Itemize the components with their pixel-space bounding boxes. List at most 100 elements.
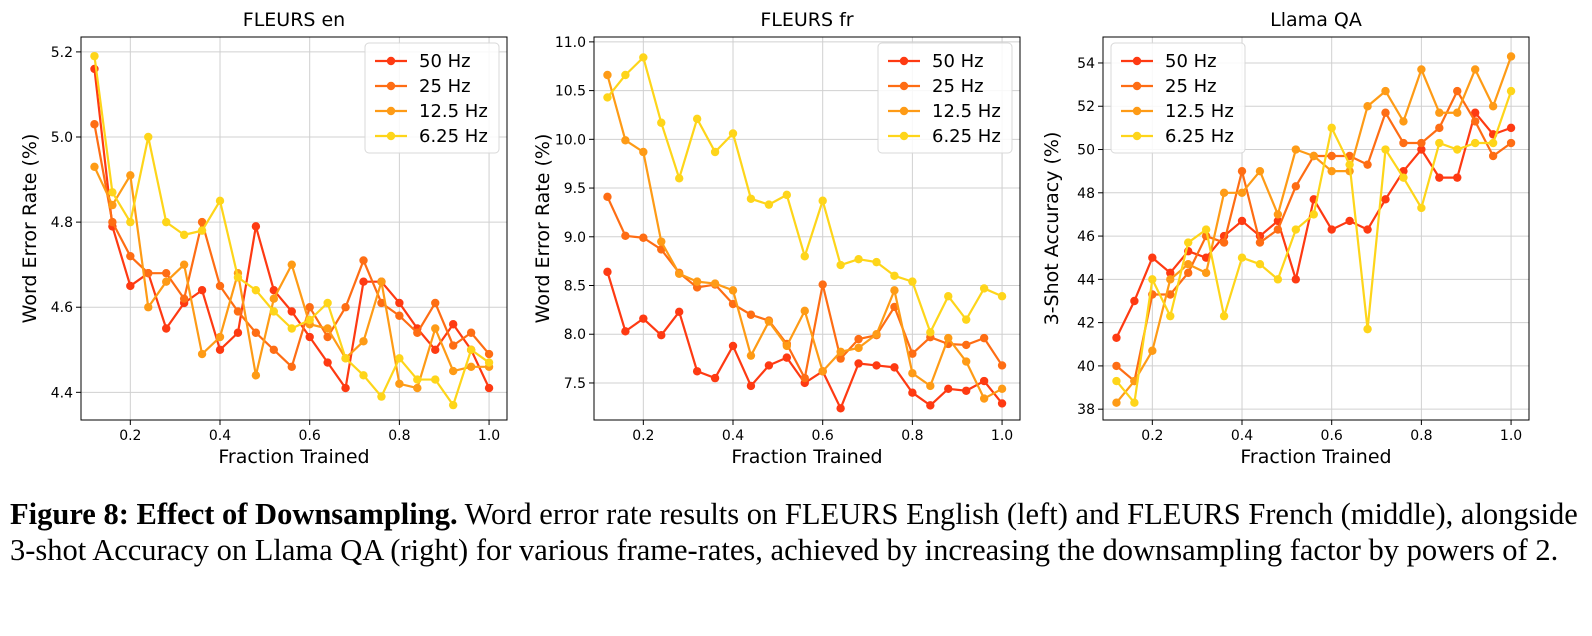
data-point bbox=[484, 358, 494, 367]
data-point bbox=[269, 294, 279, 303]
data-point bbox=[1309, 210, 1318, 219]
legend-label: 50 Hz bbox=[932, 51, 984, 72]
caption-text: Word error rate results on FLEURS Englis… bbox=[10, 497, 1578, 567]
data-point bbox=[1327, 166, 1336, 176]
data-point bbox=[1237, 188, 1247, 197]
data-point bbox=[1488, 151, 1498, 161]
data-point bbox=[961, 357, 971, 366]
data-point bbox=[341, 383, 350, 393]
data-point bbox=[603, 192, 612, 202]
data-point bbox=[269, 307, 279, 316]
data-point bbox=[287, 260, 296, 269]
data-point bbox=[872, 361, 881, 370]
data-point bbox=[854, 334, 863, 344]
data-point bbox=[1363, 102, 1372, 111]
data-point bbox=[1417, 65, 1426, 74]
x-tick-label: 0.8 bbox=[901, 428, 923, 444]
data-point bbox=[639, 233, 648, 242]
data-point bbox=[890, 363, 899, 372]
legend-marker bbox=[386, 106, 396, 116]
data-point bbox=[800, 252, 809, 261]
data-point bbox=[359, 256, 368, 265]
x-tick-label: 0.4 bbox=[722, 428, 744, 444]
x-tick-label: 0.6 bbox=[299, 428, 321, 444]
legend-label: 25 Hz bbox=[932, 76, 984, 97]
data-point bbox=[1166, 275, 1175, 284]
legend-marker bbox=[899, 131, 909, 141]
data-point bbox=[1453, 145, 1462, 154]
data-point bbox=[1345, 160, 1354, 169]
data-point bbox=[377, 298, 386, 308]
data-point bbox=[251, 222, 261, 231]
data-point bbox=[287, 307, 296, 316]
legend-label: 50 Hz bbox=[419, 51, 471, 72]
data-point bbox=[746, 381, 756, 391]
data-point bbox=[1255, 166, 1265, 176]
data-point bbox=[657, 331, 666, 340]
data-point bbox=[603, 267, 612, 277]
data-point bbox=[908, 277, 917, 286]
figure-caption: Figure 8: Effect of Downsampling. Word e… bbox=[10, 496, 1582, 568]
data-point bbox=[162, 217, 171, 227]
y-tick-label: 9.5 bbox=[564, 181, 586, 197]
y-tick-label: 9.0 bbox=[564, 230, 586, 246]
data-point bbox=[746, 194, 756, 203]
data-point bbox=[1399, 173, 1408, 182]
data-point bbox=[836, 347, 845, 356]
data-point bbox=[746, 351, 756, 360]
data-point bbox=[908, 388, 917, 397]
data-point bbox=[782, 190, 792, 200]
data-point bbox=[692, 114, 702, 124]
data-point bbox=[979, 284, 989, 293]
data-point bbox=[305, 303, 314, 312]
legend-marker bbox=[1132, 56, 1142, 66]
data-point bbox=[359, 371, 368, 380]
data-point bbox=[1130, 398, 1139, 407]
data-point bbox=[179, 260, 189, 269]
data-point bbox=[448, 366, 458, 376]
data-point bbox=[466, 345, 476, 354]
legend-label: 12.5 Hz bbox=[1165, 101, 1234, 122]
plot-frame bbox=[593, 36, 1021, 421]
data-point bbox=[764, 361, 774, 370]
legend-label: 6.25 Hz bbox=[932, 126, 1001, 147]
data-point bbox=[1363, 225, 1372, 234]
legend-box bbox=[1110, 42, 1246, 154]
data-point bbox=[448, 341, 458, 350]
data-point bbox=[1470, 108, 1480, 117]
data-point bbox=[1112, 398, 1121, 407]
data-point bbox=[305, 332, 314, 342]
data-point bbox=[1470, 65, 1480, 74]
data-point bbox=[1488, 138, 1498, 148]
data-point bbox=[1381, 86, 1390, 96]
data-point bbox=[639, 147, 648, 157]
legend-box bbox=[877, 42, 1013, 154]
y-tick-label: 4.6 bbox=[51, 300, 73, 316]
data-point bbox=[961, 340, 971, 350]
data-point bbox=[431, 298, 440, 308]
legend: 50 Hz 25 Hz 12.5 Hz 6.25 Hz bbox=[1110, 42, 1246, 154]
data-point bbox=[1488, 102, 1498, 111]
data-point bbox=[413, 328, 422, 337]
data-point bbox=[621, 70, 630, 80]
y-tick-label: 48 bbox=[1077, 186, 1095, 202]
data-point bbox=[90, 51, 99, 61]
data-point bbox=[1435, 138, 1444, 148]
data-point bbox=[926, 328, 935, 337]
legend-label: 25 Hz bbox=[1165, 76, 1217, 97]
x-axis-label: Fraction Trained bbox=[218, 446, 369, 468]
y-tick-label: 7.5 bbox=[564, 376, 586, 392]
data-point bbox=[1435, 173, 1444, 182]
y-tick-label: 10.5 bbox=[555, 84, 586, 100]
data-point bbox=[710, 279, 720, 288]
legend-marker bbox=[899, 106, 909, 116]
x-tick-label: 0.4 bbox=[1231, 428, 1253, 444]
y-axis-label: 3-Shot Accuracy (%) bbox=[1041, 132, 1063, 326]
data-point bbox=[215, 281, 225, 291]
data-point bbox=[818, 367, 827, 376]
legend-marker bbox=[899, 81, 909, 91]
data-point bbox=[1327, 225, 1336, 234]
series-line-12-5-hz bbox=[93, 166, 490, 390]
legend-marker bbox=[386, 131, 396, 141]
y-tick-label: 8.0 bbox=[564, 327, 586, 343]
